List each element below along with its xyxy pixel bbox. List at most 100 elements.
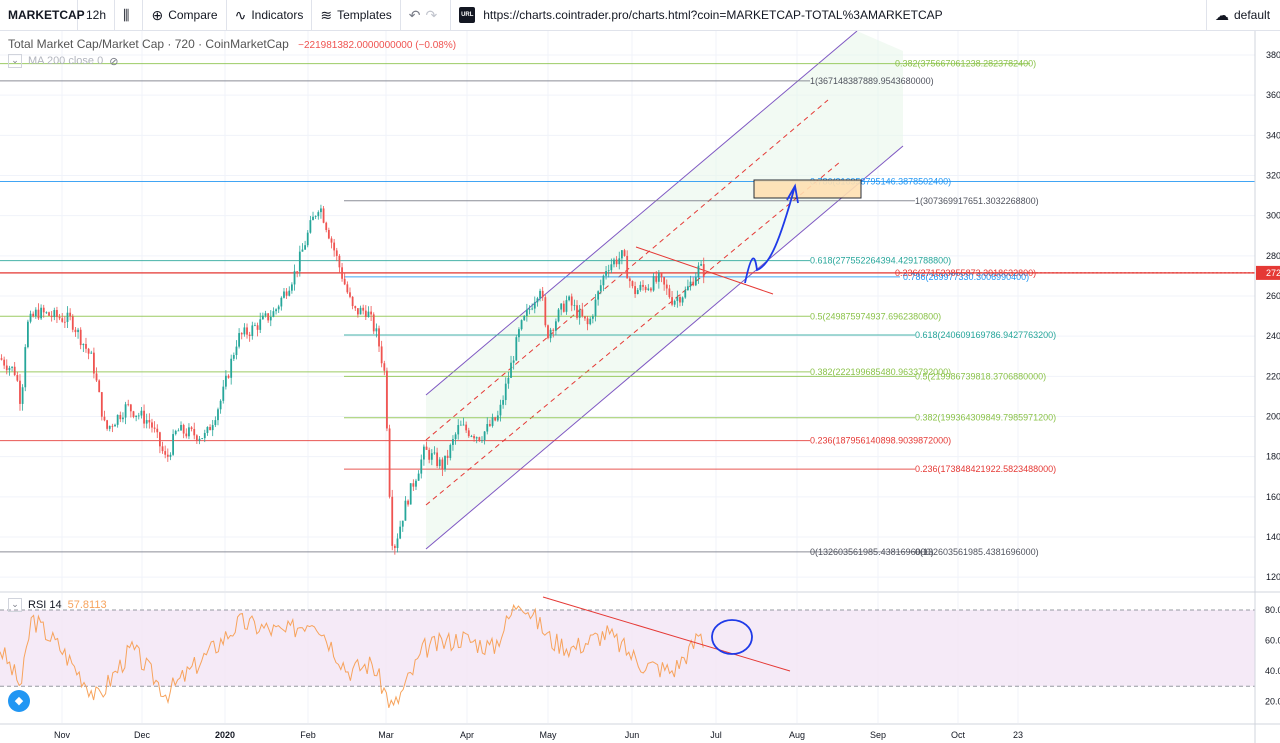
chart-type-button[interactable]: ⫼ [115,0,144,30]
cloud-icon: ☁ [1215,6,1229,23]
indicators-button[interactable]: ∿ Indicators [227,0,313,30]
candle-body [423,446,425,460]
layout-button[interactable]: ☁ default [1206,0,1280,30]
fib-label: 1(307369917651.3032268800) [915,196,1039,206]
candle-body [140,410,143,416]
redo-icon[interactable]: ↷ [425,6,438,23]
price-tick-label: 340 [1266,130,1280,140]
candle-body [446,455,449,458]
chart-canvas[interactable]: 0.382(375667061238.2823782400) 1(36714838… [0,31,1280,743]
candle-body [697,265,700,278]
compare-button[interactable]: ⊕ Compare [143,0,227,30]
projection-arrow [744,185,796,284]
candle-body [185,433,188,437]
time-tick-label: Jul [710,730,722,740]
candle-body [525,309,528,316]
candle-body [610,264,613,271]
candle-body [364,310,367,317]
candle-body [370,311,372,315]
candle-body [380,346,383,364]
candle-body [359,307,362,315]
candle-body [159,432,161,447]
templates-button[interactable]: ≋ Templates [312,0,401,30]
ma-legend: ⌄ MA 200 close 0 ⊘ [8,54,118,68]
candle-body [470,436,473,437]
candle-body [510,362,512,378]
candle-body [552,329,555,331]
candlestick-icon: ⫼ [123,6,130,23]
candle-body [122,417,124,420]
candle-body [393,545,396,549]
candle-body [404,500,407,521]
candle-body [314,216,317,217]
candle-body [272,311,275,317]
candle-body [349,292,351,297]
candle-body [100,392,103,417]
candle-body [568,296,570,301]
candle-body [597,291,600,300]
candle-body [401,520,404,527]
candle-body [341,267,343,279]
candle-body [132,411,135,417]
candle-body [388,428,391,497]
fib-label: 1(367148387889.9543680000) [810,76,934,86]
indicators-label: Indicators [251,8,304,22]
url-display[interactable]: URL https://charts.cointrader.pro/charts.… [451,0,1206,30]
rsi-collapse-icon[interactable]: ⌄ [8,598,22,612]
candle-body [21,387,24,404]
time-tick-label: Sep [870,730,886,740]
candle-body [71,316,74,330]
candle-body [11,366,13,368]
candle-body [676,296,679,301]
interval-button[interactable]: 12h [78,0,116,30]
axes: 380 360 340 320 300 280 260 240 220 200 180 160 140 1… [0,31,1280,743]
candle-body [407,500,409,505]
undo-icon[interactable]: ↶ [408,6,421,23]
time-tick-label: Feb [300,730,316,740]
candle-body [452,439,454,445]
candle-body [261,315,264,320]
candle-body [623,250,626,256]
eye-off-icon[interactable]: ⊘ [109,55,119,68]
candle-body [251,325,254,337]
rsi-label: RSI 14 [28,599,62,611]
candle-body [581,309,584,317]
candle-body [528,309,531,310]
candle-body [161,446,164,452]
candle-body [520,320,523,330]
candle-body [494,417,497,421]
candle-body [106,420,108,429]
collapse-icon[interactable]: ⌄ [8,54,22,68]
fib-label: 0.382(199364309849.7985971200) [915,413,1056,423]
candle-body [259,319,262,330]
candle-body [235,346,238,356]
candle-body [665,284,668,289]
candle-body [219,400,222,410]
tradingview-logo-icon[interactable]: ◆ [8,690,30,712]
candle-body [293,271,296,285]
candle-body [378,328,380,347]
candle-body [436,452,438,466]
candle-body [190,427,193,429]
symbol-search[interactable]: MARKETCAP [0,0,85,30]
candle-body [660,273,663,278]
candle-body [195,435,198,441]
interval-label: 12h [86,8,107,22]
price-tick-label: 200 [1266,411,1280,421]
rsi-line [0,603,704,708]
candle-body [8,367,11,371]
candle-body [232,355,235,359]
price-tick-label: 280 [1266,251,1280,261]
candle-body [174,430,177,435]
candle-body [502,400,504,405]
candle-body [114,424,116,427]
candle-body [539,290,541,299]
candle-body [655,276,658,282]
candle-body [512,360,515,363]
candle-body [438,459,441,466]
candle-body [491,417,494,426]
candle-body [32,313,35,317]
series-change: −221981382.0000000000 (−0.08%) [298,40,457,51]
candle-body [61,318,64,322]
candle-body [53,310,56,318]
